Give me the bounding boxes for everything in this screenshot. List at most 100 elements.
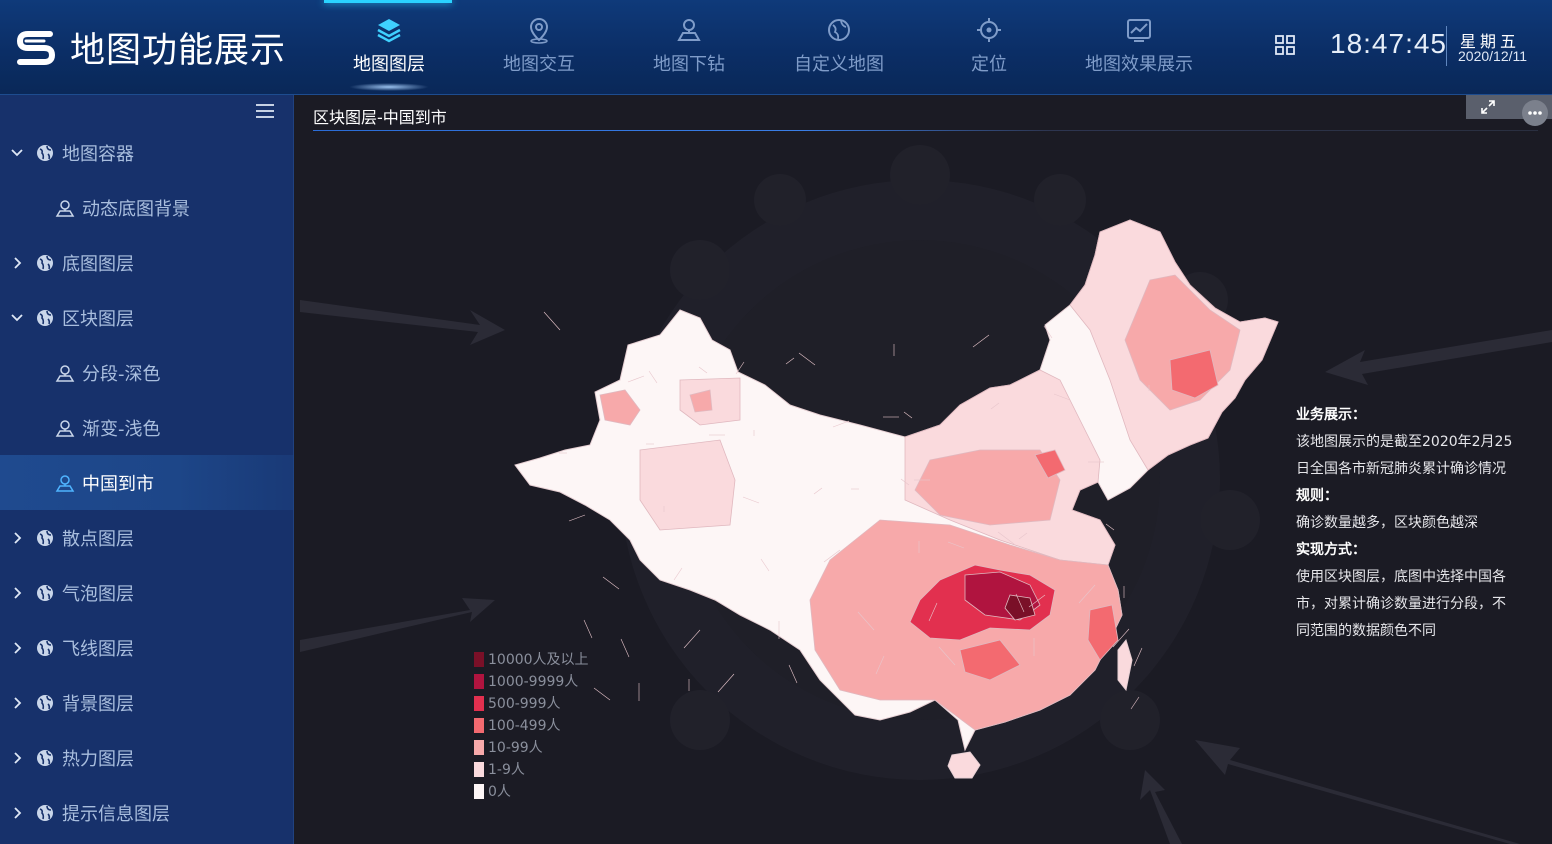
layers-icon xyxy=(377,19,401,43)
region-border xyxy=(972,334,990,348)
map-drill-icon xyxy=(677,19,701,41)
arrow-decorations xyxy=(300,300,1552,844)
sidebar-menu: 地图容器动态底图背景底图图层 区块图层 分段-深色 渐变-浅色 中国到市散点图层气泡图层… xyxy=(0,125,294,840)
region-border xyxy=(1028,594,1046,608)
legend-item: 10-99人 xyxy=(474,736,589,758)
city-regions xyxy=(543,219,1279,731)
legend-item: 500-999人 xyxy=(474,692,589,714)
info-rule-head: 规则： xyxy=(1296,488,1338,504)
chevron-right-icon xyxy=(14,256,22,269)
info-impl-head: 实现方式： xyxy=(1296,542,1366,558)
more-options-button[interactable] xyxy=(1522,100,1548,126)
map-pin-icon xyxy=(55,474,75,492)
region-border xyxy=(683,629,701,649)
nav-map-layers[interactable]: 地图图层 xyxy=(314,0,464,95)
region-border xyxy=(1015,593,1025,613)
nav-map-drill[interactable]: 地图下钻 xyxy=(614,0,764,95)
chevron-right-icon xyxy=(14,586,22,599)
nav-label: 地图图层 xyxy=(353,54,425,75)
date-label: 2020/12/11 xyxy=(1458,48,1528,64)
region-border xyxy=(785,357,795,365)
legend-label: 1-9人 xyxy=(488,762,525,778)
sidebar-item[interactable]: 区块图层 xyxy=(0,290,294,345)
app-logo: 地图功能展示 xyxy=(14,22,286,73)
sidebar-item[interactable]: 分段-深色 xyxy=(0,345,294,400)
legend-item: 10000人及以上 xyxy=(474,648,589,670)
chevron-right-icon xyxy=(14,806,22,819)
menu-toggle-icon[interactable] xyxy=(255,103,275,119)
sidebar-item-label: 地图容器 xyxy=(62,143,134,165)
nav-locate[interactable]: 定位 xyxy=(914,0,1064,95)
legend-label: 0人 xyxy=(488,784,511,800)
sidebar-item[interactable]: 渐变-浅色 xyxy=(0,400,294,455)
sidebar-item[interactable]: 提示信息图层 xyxy=(0,785,294,840)
legend-item: 100-499人 xyxy=(474,714,589,736)
region-border xyxy=(947,541,965,549)
map-pin-icon xyxy=(529,17,549,44)
map-area[interactable] xyxy=(294,135,1552,844)
region-border xyxy=(717,673,735,693)
legend-swatch xyxy=(474,717,484,733)
sidebar-item-label: 动态底图背景 xyxy=(82,198,190,220)
custom-map-icon xyxy=(828,19,850,41)
nav-map-effects[interactable]: 地图效果展示 xyxy=(1064,0,1214,95)
title-divider xyxy=(313,130,1538,131)
sidebar-item[interactable]: 热力图层 xyxy=(0,730,294,785)
sidebar-item[interactable]: 动态底图背景 xyxy=(0,180,294,235)
region-border xyxy=(938,646,956,666)
legend-label: 1000-9999人 xyxy=(488,674,579,690)
nav-label: 地图下钻 xyxy=(653,54,725,75)
info-impl-text: 使用区块图层，底图中选择中国各市，对累计确诊数量进行分段，不同范围的数据颜色不同 xyxy=(1296,569,1506,639)
sidebar-item[interactable]: 散点图层 xyxy=(0,510,294,565)
legend-item: 0人 xyxy=(474,780,589,802)
sidebar-item-label: 飞线图层 xyxy=(62,638,134,660)
city-region xyxy=(599,389,641,426)
globe-icon xyxy=(37,639,53,656)
globe-icon xyxy=(37,694,53,711)
sidebar-item[interactable]: 底图图层 xyxy=(0,235,294,290)
locate-icon xyxy=(977,18,1001,42)
city-region xyxy=(639,439,736,531)
region-border xyxy=(857,611,875,631)
chevron-right-icon xyxy=(14,696,22,709)
sidebar-item[interactable]: 飞线图层 xyxy=(0,620,294,675)
map-pin-icon xyxy=(55,419,75,437)
region-border xyxy=(1130,696,1140,710)
region-border xyxy=(875,655,885,675)
logo-s-icon xyxy=(16,30,56,65)
sidebar-item-label: 气泡图层 xyxy=(62,583,134,605)
region-border xyxy=(543,311,561,331)
sidebar-item[interactable]: 地图容器 xyxy=(0,125,294,180)
sidebar-item[interactable]: 气泡图层 xyxy=(0,565,294,620)
region-border xyxy=(568,514,586,522)
sidebar-item[interactable]: 中国到市 xyxy=(0,455,294,510)
chevron-right-icon xyxy=(14,751,22,764)
region-border xyxy=(900,478,910,486)
chevron-right-icon xyxy=(14,531,22,544)
city-region xyxy=(959,639,1021,681)
app-grid-icon[interactable] xyxy=(1274,34,1296,56)
globe-icon xyxy=(37,584,53,601)
sidebar: 地图容器动态底图背景底图图层 区块图层 分段-深色 渐变-浅色 中国到市散点图层气泡图层… xyxy=(0,95,294,844)
legend-label: 10-99人 xyxy=(488,740,543,756)
sidebar-item-label: 散点图层 xyxy=(62,528,134,550)
region-border xyxy=(620,638,630,658)
nav-label: 地图交互 xyxy=(503,54,575,75)
region-border xyxy=(760,558,770,572)
main-nav: 地图图层 地图交互 地图下钻 自定义地图 xyxy=(314,0,1214,95)
region-border xyxy=(1018,532,1028,540)
region-border xyxy=(1043,325,1053,339)
info-business-text: 该地图展示的是截至2020年2月25日全国各市新冠肺炎累计确诊情况 xyxy=(1296,434,1513,477)
legend-swatch xyxy=(474,783,484,799)
legend-swatch xyxy=(474,651,484,667)
sidebar-item[interactable]: 背景图层 xyxy=(0,675,294,730)
globe-icon xyxy=(37,749,53,766)
legend-item: 1000-9999人 xyxy=(474,670,589,692)
nav-custom-map[interactable]: 自定义地图 xyxy=(764,0,914,95)
region-border xyxy=(698,366,708,374)
region-border xyxy=(832,420,850,428)
nav-map-interaction[interactable]: 地图交互 xyxy=(464,0,614,95)
china-city-map[interactable] xyxy=(294,135,1552,844)
expand-icon[interactable] xyxy=(1480,99,1496,115)
city-region xyxy=(689,389,713,413)
